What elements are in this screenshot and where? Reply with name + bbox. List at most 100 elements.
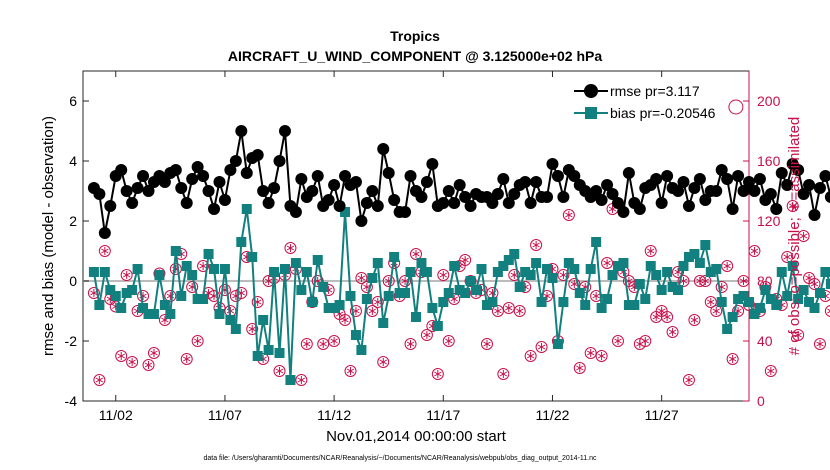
rmse-point <box>661 170 674 182</box>
rmse-point <box>273 155 286 167</box>
obs-possible-circle <box>464 275 477 287</box>
obs-possible-circle <box>251 296 264 308</box>
obs-possible-circle <box>431 368 444 380</box>
obs-assimilated-star <box>690 317 699 323</box>
obs-possible-circle <box>710 305 723 317</box>
rmse-point <box>453 179 466 191</box>
obs-possible-circle <box>87 287 100 299</box>
obs-possible-circle <box>115 350 128 362</box>
bias-point <box>640 294 651 304</box>
bias-point <box>787 261 798 271</box>
bias-point <box>116 303 127 313</box>
obs-assimilated-star <box>297 377 306 383</box>
obs-possible-circle <box>480 338 493 350</box>
rmse-point <box>655 197 668 209</box>
obs-assimilated-star <box>597 353 606 359</box>
obs-marker <box>513 305 526 317</box>
bias-point <box>782 291 793 301</box>
rmse-point <box>813 182 826 194</box>
obs-possible-circle <box>579 281 592 293</box>
rmse-point <box>459 191 472 203</box>
bias-point <box>416 258 427 268</box>
obs-possible-circle <box>328 335 341 347</box>
rmse-point <box>306 185 319 197</box>
bias-point <box>356 345 367 355</box>
rmse-point <box>268 182 281 194</box>
obs-assimilated-star <box>827 310 830 314</box>
rmse-point <box>803 179 816 191</box>
obs-possible-circle <box>535 341 548 353</box>
legend-bias-marker <box>585 107 597 119</box>
bias-point <box>591 237 602 247</box>
obs-possible-circle <box>715 281 728 293</box>
obs-marker <box>431 368 444 380</box>
obs-marker <box>98 245 111 257</box>
y-right-tick-label: 160 <box>757 153 781 169</box>
bias-point <box>378 318 389 328</box>
bias-point <box>312 255 323 265</box>
obs-assimilated-star <box>532 242 540 248</box>
bias-point <box>411 312 421 322</box>
obs-assimilated-star <box>592 293 600 299</box>
obs-assimilated-star <box>794 332 802 338</box>
rmse-point <box>360 197 373 209</box>
bias-point <box>825 279 830 289</box>
rmse-point <box>508 188 521 200</box>
obs-possible-circle <box>557 269 570 281</box>
obs-assimilated-star <box>95 377 104 383</box>
rmse-point <box>775 167 788 179</box>
rmse-point <box>546 158 559 170</box>
obs-possible-circle <box>808 278 821 290</box>
bias-point <box>667 282 678 292</box>
rmse-point <box>524 197 537 209</box>
rmse-point <box>257 185 270 197</box>
obs-possible-circle <box>699 275 712 287</box>
obs-possible-circle <box>524 350 537 362</box>
obs-possible-circle <box>797 230 810 242</box>
obs-assimilated-star <box>827 308 830 312</box>
bias-point <box>634 279 645 289</box>
obs-assimilated-star <box>570 281 579 287</box>
bias-point <box>219 264 230 274</box>
obs-possible-circle <box>208 290 221 302</box>
bias-point <box>689 249 700 259</box>
rmse-point <box>229 155 242 167</box>
rmse-point <box>699 194 712 206</box>
obs-marker <box>158 314 171 326</box>
obs-assimilated-star <box>319 341 327 347</box>
obs-possible-circle <box>339 314 352 326</box>
obs-assimilated-star <box>286 245 295 251</box>
obs-assimilated-star <box>608 206 617 212</box>
obs-assimilated-star <box>701 278 710 284</box>
obs-assimilated-star <box>816 341 824 347</box>
obs-possible-circle <box>786 200 799 212</box>
bias-point <box>531 258 542 268</box>
bias-point <box>443 288 454 298</box>
obs-possible-circle <box>98 245 111 257</box>
obs-assimilated-star <box>434 371 442 377</box>
obs-possible-circle <box>459 254 472 266</box>
obs-possible-circle <box>601 257 614 269</box>
obs-assimilated-star <box>499 371 508 377</box>
obs-assimilated-star <box>330 338 338 344</box>
rmse-point <box>808 209 821 221</box>
obs-marker <box>562 209 575 221</box>
rmse-point <box>388 194 401 206</box>
x-axis-label: Nov.01,2014 00:00:00 start <box>326 428 507 445</box>
obs-possible-circle <box>180 353 193 365</box>
rmse-point <box>743 176 755 188</box>
obs-assimilated-star <box>379 359 387 365</box>
rmse-point <box>426 158 439 170</box>
obs-assimilated-star <box>483 341 491 347</box>
rmse-point <box>218 194 231 206</box>
bias-point <box>230 324 241 334</box>
obs-assimilated-star <box>641 338 649 344</box>
x-tick-label: 11/02 <box>99 407 133 423</box>
bias-point <box>400 288 411 298</box>
rmse-point <box>737 185 750 197</box>
rmse-point <box>126 197 139 209</box>
bias-point <box>138 303 149 313</box>
obs-assimilated-star <box>543 293 551 299</box>
rmse-point <box>693 173 706 185</box>
rmse-point <box>753 173 766 185</box>
